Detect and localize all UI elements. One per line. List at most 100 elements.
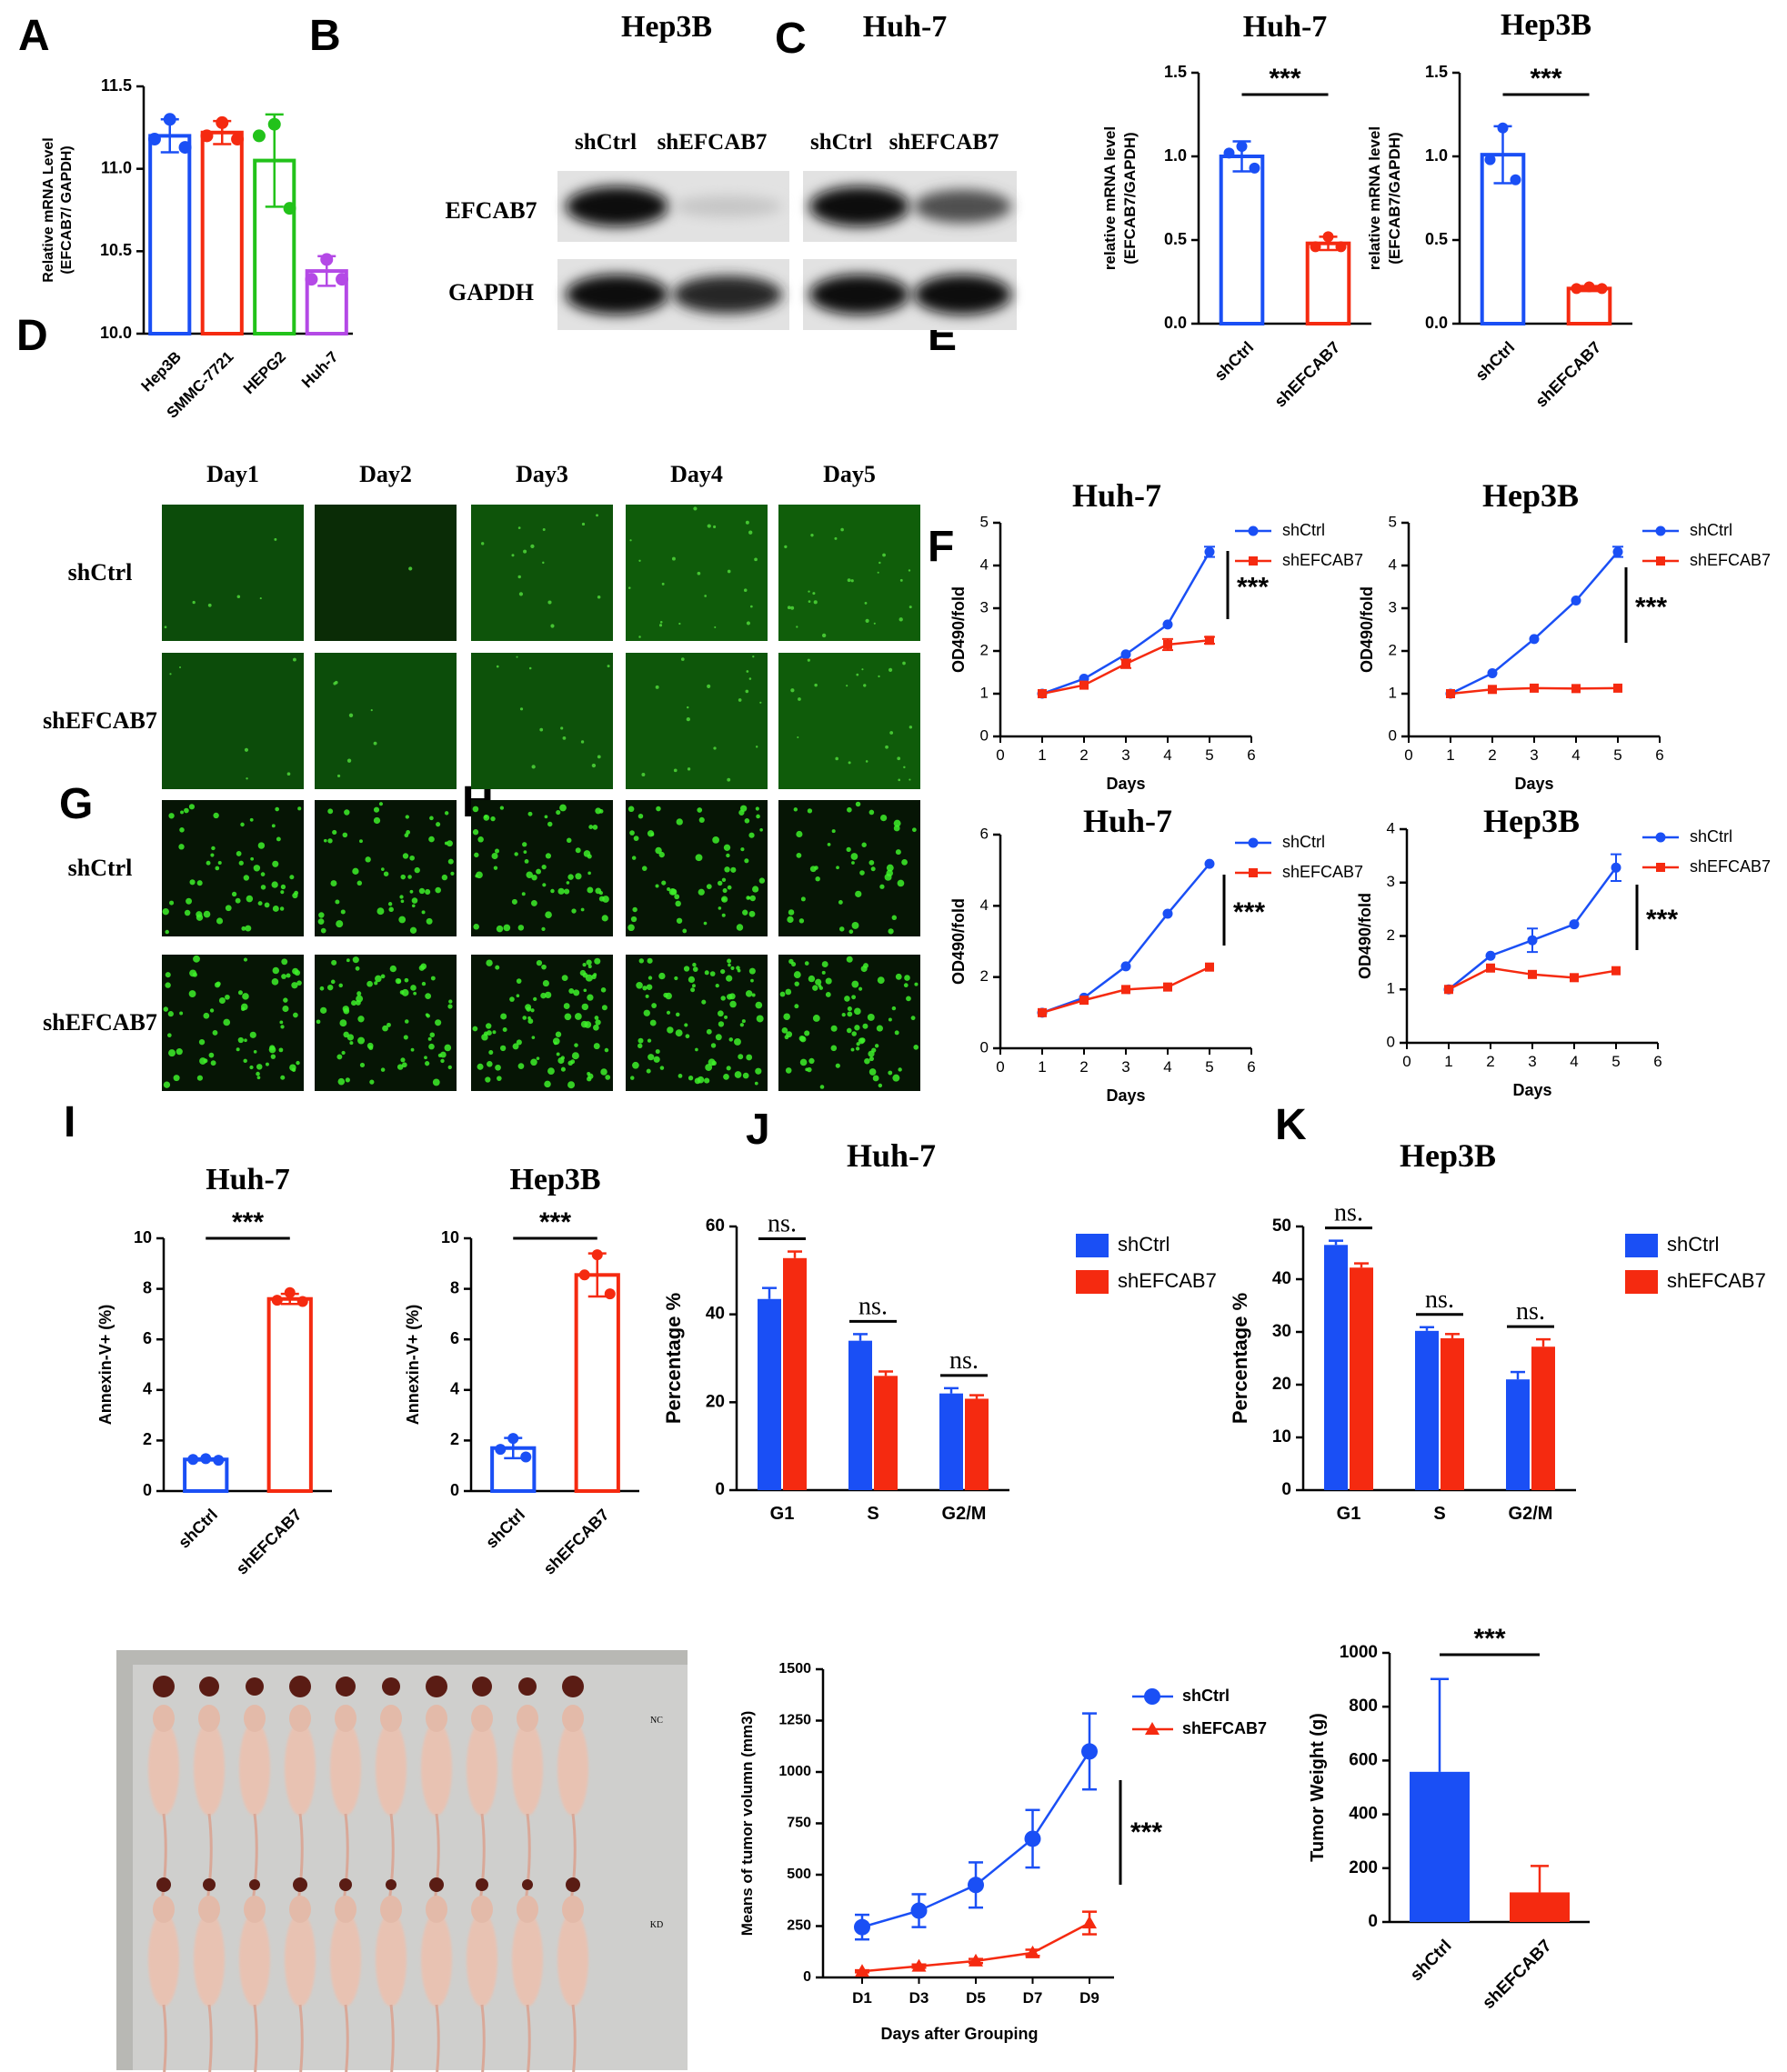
fluorescent-cell: [583, 850, 591, 857]
fluorescent-cell: [686, 717, 690, 722]
mouse-head: [517, 1896, 538, 1923]
fluorescent-cell: [897, 756, 901, 761]
fluorescent-cell: [447, 1004, 453, 1009]
fluorescent-cell: [583, 988, 587, 993]
fluorescent-cell: [486, 1023, 492, 1029]
fluorescent-cell: [318, 912, 325, 918]
fluorescent-cell: [889, 731, 894, 735]
y-axis-label: Relative mRNA Level: [41, 137, 56, 282]
fluorescent-cell: [674, 976, 678, 981]
fluorescent-cell: [407, 875, 412, 879]
fluorescent-cell: [588, 825, 594, 829]
x-tick-label: 3: [1121, 1058, 1129, 1076]
mouse-tail: [480, 2004, 486, 2072]
fluorescent-cell: [241, 926, 246, 931]
fluorescent-cell: [440, 1058, 445, 1064]
fluorescent-cell: [536, 1056, 540, 1060]
fluorescent-cell: [698, 816, 705, 823]
fluorescent-cell: [256, 1064, 263, 1070]
fluorescent-cell: [539, 727, 544, 732]
legend-label: shCtrl: [1690, 827, 1732, 846]
data-point: [283, 202, 296, 215]
fluorescent-cell: [668, 888, 677, 896]
fluorescent-cell: [882, 553, 886, 557]
lane-label: shEFCAB7: [658, 130, 768, 155]
fluorescent-cell: [365, 856, 371, 863]
fluorescent-cell: [632, 906, 637, 913]
fluorescent-cell: [821, 961, 828, 968]
fluorescent-cell: [827, 842, 831, 846]
fluorescent-cell: [886, 864, 894, 872]
data-point: [1163, 639, 1172, 649]
fluorescent-cell: [296, 1060, 300, 1066]
legend-marker: [1656, 863, 1665, 872]
tumor: [336, 1677, 356, 1697]
y-tick-label: 10: [134, 1228, 152, 1246]
fluorescent-cell: [212, 1030, 218, 1036]
fluorescent-cell: [863, 963, 868, 969]
fluorescent-cell: [564, 888, 570, 895]
fluorescent-cell: [256, 1076, 261, 1080]
fluorescent-cell: [591, 763, 597, 768]
lane-label: shEFCAB7: [889, 130, 999, 155]
y-tick-label: 10.0: [100, 324, 132, 342]
fluorescent-cell: [783, 1013, 790, 1021]
fluorescent-cell: [526, 1006, 531, 1012]
fluorescent-cell: [868, 1056, 874, 1062]
fluorescent-cell: [435, 886, 442, 894]
fluorescent-cell: [876, 1025, 883, 1032]
fluorescent-cell: [861, 842, 867, 847]
fluorescent-cell: [256, 1071, 260, 1076]
fluorescent-cell: [512, 1043, 519, 1050]
fluorescent-cell: [244, 1038, 247, 1043]
fluorescent-cell: [573, 989, 580, 996]
y-tick-label: 1.0: [1164, 146, 1187, 165]
fluorescent-cell: [800, 896, 806, 902]
fluorescent-cell: [581, 522, 586, 526]
fluorescent-cell: [176, 1048, 183, 1056]
fluorescent-cell: [448, 999, 453, 1004]
fluorescent-cell: [836, 866, 839, 870]
fluorescent-cell: [709, 971, 716, 976]
fluorescent-cell: [282, 1005, 289, 1013]
fluorescent-cell: [643, 1009, 650, 1016]
cell-line-label: Hep3B: [621, 10, 712, 44]
bar: [939, 1393, 963, 1490]
fluorescent-cell: [184, 807, 189, 814]
fluorescent-cell: [186, 897, 193, 905]
mouse-head: [153, 1896, 175, 1923]
fluorescent-cell: [685, 1034, 690, 1039]
chart-h-hep3b: 0 10 20 30 40 50 G1 ns. Sns. G2/M ns. Percentage % H…: [1229, 1137, 1766, 1524]
bar: [874, 1376, 898, 1490]
fluorescent-cell: [793, 807, 798, 812]
fluorescent-cell: [597, 595, 601, 599]
fluorescent-cell: [734, 1071, 742, 1078]
fluorescent-cell: [378, 802, 384, 806]
fluorescent-cell: [338, 983, 343, 988]
fluorescent-cell: [330, 979, 336, 985]
fluorescent-cell: [756, 1015, 764, 1023]
fluorescent-cell: [726, 994, 733, 1000]
fluorescent-cell: [264, 902, 270, 908]
fluorescent-cell: [270, 1054, 276, 1059]
fluorescent-cell: [280, 1025, 285, 1029]
group-label: KD: [650, 1920, 663, 1930]
y-tick-label: 0: [1387, 1033, 1395, 1050]
fluorescent-cell: [748, 832, 755, 838]
bar: [1566, 286, 1612, 325]
fluorescent-cell: [400, 899, 405, 904]
x-tick-label: 5: [1611, 1053, 1620, 1070]
fluorescent-cell: [225, 905, 232, 912]
data-point: [147, 133, 161, 146]
fluorescent-cell: [667, 886, 671, 891]
fluorescent-cell: [486, 959, 493, 966]
fluorescent-cell: [542, 528, 546, 531]
fluorescent-cell: [472, 829, 479, 836]
x-tick-label: 4: [1163, 746, 1171, 764]
legend-marker: [1655, 832, 1666, 843]
chart-h-huh-7: 0 20 40 60 G1 ns. Sns. G2/M ns. Percentage % Huh-7…: [662, 1137, 1217, 1524]
fluorescent-cell: [357, 1016, 365, 1023]
fluorescent-cell: [196, 880, 203, 886]
fluorescent-cell: [398, 916, 407, 924]
x-tick-label: S: [867, 1504, 878, 1524]
